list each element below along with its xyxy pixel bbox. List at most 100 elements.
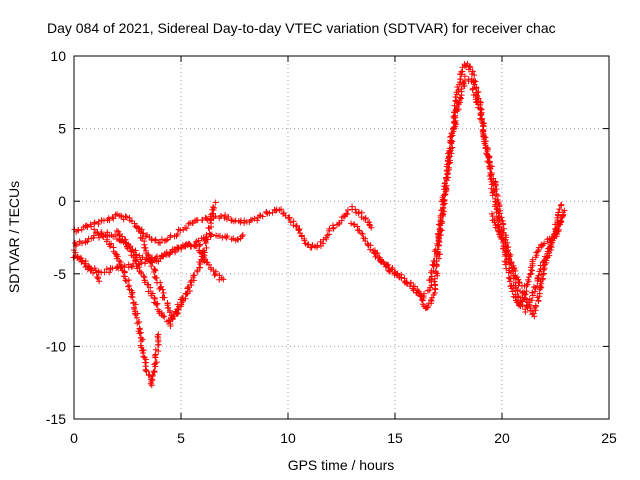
data-point bbox=[496, 210, 503, 217]
data-point bbox=[131, 220, 138, 227]
data-point bbox=[428, 273, 435, 280]
data-point bbox=[539, 276, 546, 283]
data-point bbox=[197, 241, 204, 248]
data-point bbox=[494, 206, 501, 213]
data-point bbox=[394, 270, 401, 277]
data-point bbox=[210, 205, 217, 212]
chart-title: Day 084 of 2021, Sidereal Day-to-day VTE… bbox=[47, 20, 556, 36]
series-track-d bbox=[195, 242, 227, 283]
data-point bbox=[205, 224, 212, 231]
data-point bbox=[157, 279, 164, 286]
data-point bbox=[458, 68, 465, 75]
data-point bbox=[469, 68, 476, 75]
data-point bbox=[525, 274, 532, 281]
data-point bbox=[469, 85, 476, 92]
data-point bbox=[518, 282, 525, 289]
data-point bbox=[79, 240, 86, 247]
data-point bbox=[296, 226, 303, 233]
data-point bbox=[295, 227, 302, 234]
data-point bbox=[163, 237, 170, 244]
data-point bbox=[374, 250, 381, 257]
data-point bbox=[458, 86, 465, 93]
data-point bbox=[558, 201, 565, 208]
data-point bbox=[178, 301, 185, 308]
data-point bbox=[259, 213, 266, 220]
data-point bbox=[174, 231, 181, 238]
data-point bbox=[142, 359, 149, 366]
data-point bbox=[449, 130, 456, 137]
data-point bbox=[461, 73, 468, 80]
data-point bbox=[273, 207, 280, 214]
data-point bbox=[186, 240, 193, 247]
y-tick-label: 0 bbox=[58, 193, 66, 209]
data-point bbox=[132, 301, 139, 308]
x-tick-label: 15 bbox=[387, 430, 403, 446]
data-point bbox=[362, 215, 369, 222]
x-axis-label: GPS time / hours bbox=[288, 457, 395, 473]
data-point bbox=[175, 245, 182, 252]
data-point bbox=[498, 236, 505, 243]
data-point bbox=[220, 276, 227, 283]
data-point bbox=[136, 330, 143, 337]
data-point bbox=[432, 246, 439, 253]
data-point bbox=[293, 222, 300, 229]
data-point bbox=[123, 214, 130, 221]
data-point bbox=[151, 352, 158, 359]
data-point bbox=[106, 217, 113, 224]
data-point bbox=[278, 206, 285, 213]
data-point bbox=[398, 274, 405, 281]
data-point bbox=[223, 234, 230, 241]
data-point bbox=[87, 221, 94, 228]
data-point bbox=[308, 244, 315, 251]
data-point bbox=[153, 301, 160, 308]
data-point bbox=[75, 227, 82, 234]
data-point bbox=[137, 229, 144, 236]
data-point bbox=[139, 254, 146, 261]
data-point bbox=[461, 80, 468, 87]
data-point bbox=[210, 203, 217, 210]
data-point bbox=[367, 242, 374, 249]
data-point bbox=[139, 336, 146, 343]
grid-lines bbox=[74, 56, 609, 419]
data-point bbox=[100, 217, 107, 224]
data-point bbox=[166, 309, 173, 316]
data-point bbox=[134, 320, 141, 327]
data-point bbox=[116, 261, 123, 268]
data-point bbox=[503, 234, 510, 241]
series-track-late bbox=[488, 201, 565, 320]
data-point bbox=[451, 102, 458, 109]
data-point bbox=[500, 221, 507, 228]
data-point bbox=[340, 213, 347, 220]
data-point bbox=[477, 105, 484, 112]
data-point bbox=[153, 253, 160, 260]
data-point bbox=[492, 188, 499, 195]
x-tick-label: 5 bbox=[177, 430, 185, 446]
data-point bbox=[191, 241, 198, 248]
data-point bbox=[479, 128, 486, 135]
data-point bbox=[211, 272, 218, 279]
data-point bbox=[440, 211, 447, 218]
data-point bbox=[371, 247, 378, 254]
data-point bbox=[495, 228, 502, 235]
data-point bbox=[421, 290, 428, 297]
data-point bbox=[413, 289, 420, 296]
data-point bbox=[130, 254, 137, 261]
data-point bbox=[112, 231, 119, 238]
data-point bbox=[441, 191, 448, 198]
data-point bbox=[481, 140, 488, 147]
x-axis-ticks: 0 5 10 15 20 25 bbox=[70, 56, 617, 446]
data-point bbox=[140, 346, 147, 353]
data-point bbox=[432, 281, 439, 288]
data-point bbox=[183, 225, 190, 232]
series-track-dip-3 bbox=[135, 225, 193, 321]
data-point bbox=[121, 273, 128, 280]
data-point bbox=[529, 289, 536, 296]
data-point bbox=[473, 92, 480, 99]
data-point bbox=[208, 211, 215, 218]
data-point bbox=[475, 98, 482, 105]
data-point bbox=[147, 380, 154, 387]
data-point bbox=[335, 221, 342, 228]
data-point bbox=[152, 236, 159, 243]
x-tick-label: 25 bbox=[601, 430, 617, 446]
data-point bbox=[140, 353, 147, 360]
